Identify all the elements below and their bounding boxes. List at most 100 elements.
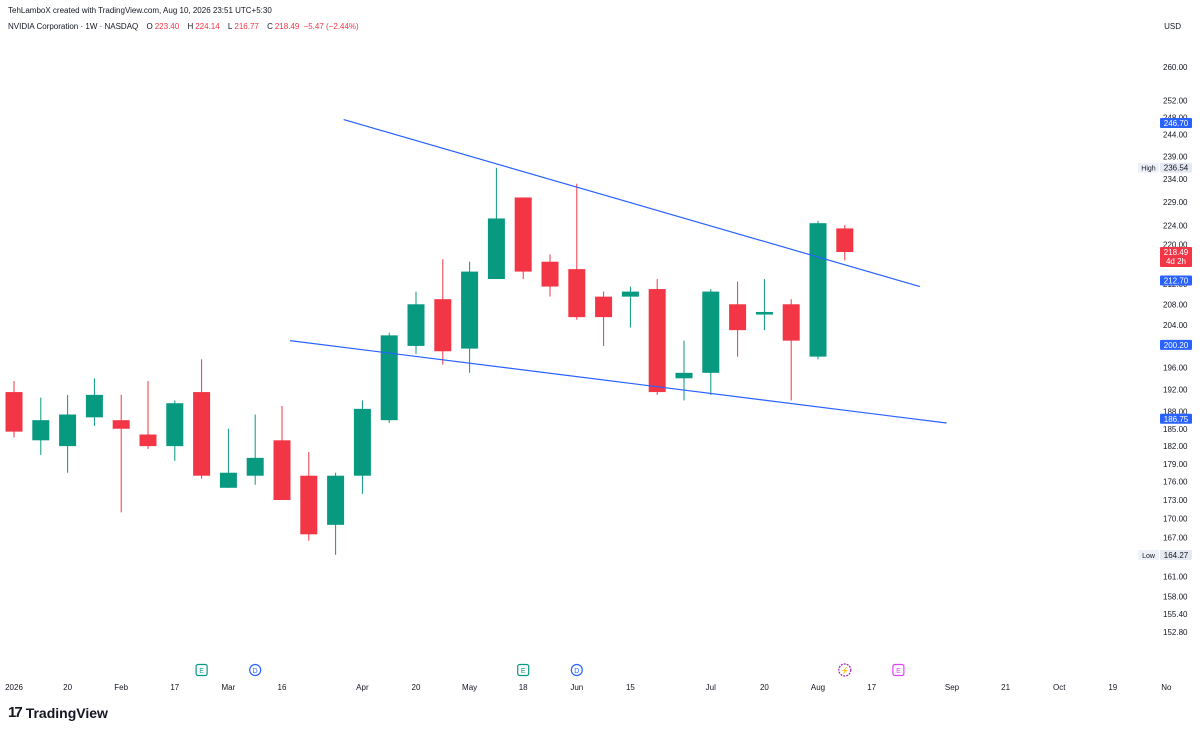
candle-body[interactable] <box>755 311 773 315</box>
y-tick-label: 260.00 <box>1163 63 1188 72</box>
low-tag: Low <box>1142 553 1156 560</box>
split-event-icon[interactable] <box>838 663 852 677</box>
y-tick-label: 167.00 <box>1163 533 1188 542</box>
x-tick-label: Apr <box>356 683 369 692</box>
candle-body[interactable] <box>648 289 666 393</box>
candle-body[interactable] <box>380 335 398 421</box>
x-tick-label: 20 <box>63 683 72 692</box>
y-tick-label: 179.00 <box>1163 460 1188 469</box>
y-tick-label: 188.00 <box>1163 408 1188 417</box>
candle-body[interactable] <box>407 304 425 346</box>
x-tick-label: 20 <box>760 683 769 692</box>
dividend-event-icon[interactable] <box>249 663 262 677</box>
x-tick-label: 17 <box>867 683 876 692</box>
candle-body[interactable] <box>327 475 345 525</box>
candle-body[interactable] <box>5 392 23 432</box>
event-icon-glyph: D <box>253 668 258 675</box>
y-tick-label: 208.00 <box>1163 300 1188 309</box>
earnings-event-icon[interactable] <box>517 663 530 677</box>
y-tick-label: 173.00 <box>1163 496 1188 505</box>
candle-body[interactable] <box>273 440 291 500</box>
x-tick-label: 17 <box>170 683 179 692</box>
candle-body[interactable] <box>595 296 613 318</box>
y-tick-label: 155.40 <box>1163 610 1188 619</box>
candle-body[interactable] <box>59 414 77 447</box>
candle-body[interactable] <box>300 475 318 535</box>
last-price-label: 218.49 <box>1164 248 1189 257</box>
high-value: 224.14 <box>195 22 220 31</box>
x-tick-label: 2026 <box>5 683 23 692</box>
candle-body[interactable] <box>32 420 50 441</box>
candle-body[interactable] <box>568 269 586 318</box>
y-tick-label: 248.00 <box>1163 113 1188 122</box>
open-label: O <box>146 22 153 31</box>
low-value: 216.77 <box>234 22 259 31</box>
trendline[interactable] <box>289 340 947 424</box>
candle-body[interactable] <box>729 304 747 331</box>
candle-body[interactable] <box>112 420 130 429</box>
dividend-event-icon[interactable] <box>570 663 583 677</box>
x-tick-label: 20 <box>412 683 421 692</box>
currency-label[interactable]: USD <box>1164 22 1181 31</box>
x-tick-label: Aug <box>811 683 825 692</box>
candle-body[interactable] <box>219 472 237 488</box>
candle-body[interactable] <box>702 291 720 373</box>
event-icon-glyph: E <box>199 668 204 675</box>
y-tick-label: 239.00 <box>1163 153 1188 162</box>
y-tick-label: 176.00 <box>1163 478 1188 487</box>
earnings-event-icon[interactable] <box>195 663 208 677</box>
high-value: 236.54 <box>1164 164 1189 173</box>
x-tick-label: 15 <box>626 683 635 692</box>
high-label: H <box>187 22 194 31</box>
y-tick-label: 224.00 <box>1163 222 1188 231</box>
candle-body[interactable] <box>675 372 693 379</box>
candle-body[interactable] <box>461 271 479 349</box>
y-tick-label: 161.00 <box>1163 572 1188 581</box>
y-tick-label: 152.80 <box>1163 628 1188 637</box>
y-tick-label: 234.00 <box>1163 175 1188 184</box>
open-value: 223.40 <box>154 22 180 31</box>
price-label-bg <box>1160 118 1192 129</box>
candle-body[interactable] <box>541 261 559 287</box>
candle-body[interactable] <box>246 457 264 476</box>
x-tick-label: Sep <box>945 683 960 692</box>
candle-body[interactable] <box>85 394 103 418</box>
candle-body[interactable] <box>621 291 639 297</box>
candle-body[interactable] <box>353 408 371 476</box>
y-tick-label: 170.00 <box>1163 515 1188 524</box>
candle-body[interactable] <box>782 304 800 341</box>
candle-body[interactable] <box>434 299 452 352</box>
y-tick-label: 158.00 <box>1163 592 1188 601</box>
close-value: 218.49 <box>274 22 300 31</box>
candle-body[interactable] <box>166 403 184 447</box>
chart-credit: TehLamboX created with TradingView.com, … <box>8 6 272 15</box>
x-tick-label: May <box>462 683 477 692</box>
x-tick-label: Oct <box>1053 683 1066 692</box>
x-tick-label: Mar <box>222 683 236 692</box>
tradingview-logo-icon: 17 <box>8 704 23 721</box>
earnings-event-icon[interactable] <box>892 663 905 677</box>
price-label-bg <box>1160 275 1192 286</box>
candle-body[interactable] <box>487 218 505 280</box>
price-label: 200.20 <box>1164 341 1189 350</box>
candle-body[interactable] <box>809 223 827 357</box>
y-tick-label: 252.00 <box>1163 96 1188 105</box>
high-value-bg <box>1160 162 1192 173</box>
candle-body[interactable] <box>836 228 854 253</box>
high-tag: High <box>1141 166 1156 173</box>
low-label: L <box>227 22 233 31</box>
y-tick-label: 220.00 <box>1163 241 1188 250</box>
trendline[interactable] <box>343 118 921 288</box>
tradingview-logo[interactable]: 17 TradingView <box>8 704 108 721</box>
symbol-name[interactable]: NVIDIA Corporation · 1W · NASDAQ <box>8 22 139 31</box>
y-tick-label: 204.00 <box>1163 321 1188 330</box>
candle-body[interactable] <box>139 434 157 447</box>
candle-body[interactable] <box>193 392 211 476</box>
y-tick-label: 185.00 <box>1163 425 1188 434</box>
symbol-legend: NVIDIA Corporation · 1W · NASDAQ O 223.40… <box>8 22 361 31</box>
candle-body[interactable] <box>514 197 532 272</box>
event-icon-glyph: ⚡ <box>840 666 849 675</box>
x-tick-label: No <box>1161 683 1172 692</box>
event-icon-glyph: E <box>896 668 901 675</box>
